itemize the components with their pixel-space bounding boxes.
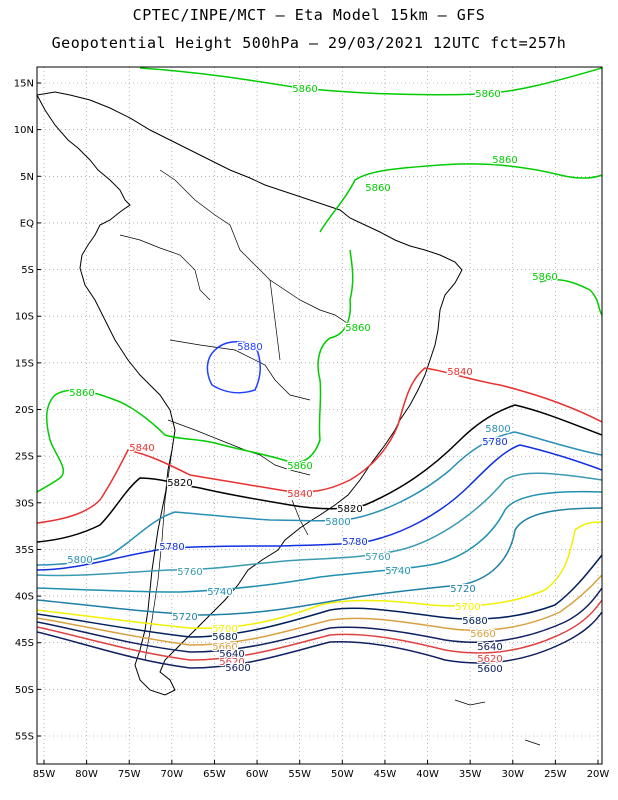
contour-label: 5800 xyxy=(67,555,92,566)
contour-label: 5860 xyxy=(475,89,500,100)
contour-5700 xyxy=(37,521,602,630)
contour-label: 5720 xyxy=(450,584,475,595)
contour-5820 xyxy=(37,404,602,543)
lat-label: 35S xyxy=(15,545,34,556)
contour-label: 5780 xyxy=(482,437,507,448)
lat-label: 5S xyxy=(21,265,34,276)
contour-label: 5680 xyxy=(462,616,487,627)
contour-label: 5840 xyxy=(447,367,472,378)
contour-5860 xyxy=(37,389,291,493)
lat-label: 5N xyxy=(20,172,34,183)
lon-label: 60W xyxy=(246,769,269,780)
contour-5680 xyxy=(37,554,602,638)
contour-label: 5780 xyxy=(159,542,184,553)
contour-5660 xyxy=(37,574,602,646)
lon-label: 25W xyxy=(544,769,567,780)
lon-label: 30W xyxy=(501,769,524,780)
contour-label: 5620 xyxy=(219,657,244,668)
contour-label: 5860 xyxy=(292,84,317,95)
contour-label: 5680 xyxy=(212,632,237,643)
chart-subtitle: Geopotential Height 500hPa – 29/03/2021 … xyxy=(51,34,567,52)
contour-5640 xyxy=(37,587,602,653)
contour-5620 xyxy=(37,599,602,661)
contour-lines xyxy=(37,67,602,669)
contour-label: 5760 xyxy=(365,552,390,563)
lon-label: 50W xyxy=(331,769,354,780)
map-frame xyxy=(36,66,603,765)
lat-label: 50S xyxy=(15,685,34,696)
contour-5860 xyxy=(319,163,602,233)
contour-label: 5860 xyxy=(532,272,557,283)
lon-label: 80W xyxy=(75,769,98,780)
lon-label: 65W xyxy=(203,769,226,780)
contour-5740 xyxy=(37,490,602,593)
contour-label: 5640 xyxy=(477,642,502,653)
contour-label: 5840 xyxy=(129,443,154,454)
lon-label: 35W xyxy=(459,769,482,780)
lat-label: 10S xyxy=(15,312,34,323)
contour-label: 5720 xyxy=(172,612,197,623)
contour-label: 5840 xyxy=(287,489,312,500)
lat-label: 15S xyxy=(15,358,34,369)
lat-label: 55S xyxy=(15,732,34,743)
contour-labels: 5860 5860 5860 5860 5860 5860 5860 5860 5880 5840… xyxy=(66,83,559,677)
contour-label: 5800 xyxy=(485,424,510,435)
contour-5600 xyxy=(37,611,602,669)
contour-label: 5700 xyxy=(212,624,237,635)
lon-label: 70W xyxy=(161,769,184,780)
lat-label: 45S xyxy=(15,638,34,649)
contour-label: 5660 xyxy=(212,642,237,653)
contour-5860 xyxy=(139,67,602,96)
contour-label: 5860 xyxy=(69,388,94,399)
lat-label: 25S xyxy=(15,452,34,463)
contour-label: 5800 xyxy=(325,517,350,528)
lon-label: 20W xyxy=(587,769,610,780)
contour-5720 xyxy=(37,507,602,616)
lat-label: EQ xyxy=(20,218,34,229)
contour-5860 xyxy=(289,249,354,464)
contour-5840 xyxy=(37,367,602,524)
contour-label: 5740 xyxy=(385,566,410,577)
contour-label: 5600 xyxy=(225,663,250,674)
contour-5780 xyxy=(37,444,602,571)
contour-label: 5820 xyxy=(167,478,192,489)
contour-label: 5700 xyxy=(455,602,480,613)
contour-label: 5860 xyxy=(345,323,370,334)
lat-label: 40S xyxy=(15,592,34,603)
lon-label: 40W xyxy=(416,769,439,780)
coastlines-and-borders xyxy=(37,91,541,746)
contour-label: 5880 xyxy=(237,342,262,353)
lat-label: 20S xyxy=(15,405,34,416)
axis-labels: 15N 10N 5N EQ 5S 10S 15S 20S 25S 30S 35S 40S 45S 50S 5… xyxy=(14,79,610,781)
contour-label: 5620 xyxy=(477,654,502,665)
contour-label: 5820 xyxy=(337,504,362,515)
lat-label: 15N xyxy=(14,79,34,90)
contour-5760 xyxy=(37,472,602,577)
lat-label: 10N xyxy=(14,125,34,136)
contour-label: 5600 xyxy=(477,664,502,675)
contour-label: 5860 xyxy=(287,461,312,472)
contour-label: 5760 xyxy=(177,567,202,578)
contour-label: 5860 xyxy=(492,155,517,166)
chart-title: CPTEC/INPE/MCT – Eta Model 15km – GFS xyxy=(132,6,486,24)
contour-label: 5740 xyxy=(207,587,232,598)
contour-label: 5780 xyxy=(342,537,367,548)
lon-label: 75W xyxy=(118,769,141,780)
lon-label: 55W xyxy=(288,769,311,780)
graticule xyxy=(37,67,602,764)
contour-5880 xyxy=(206,340,261,394)
contour-5800 xyxy=(37,431,602,566)
contour-label: 5640 xyxy=(219,649,244,660)
lon-label: 85W xyxy=(33,769,56,780)
lon-label: 45W xyxy=(374,769,397,780)
contour-label: 5660 xyxy=(470,629,495,640)
lat-label: 30S xyxy=(15,498,34,509)
contour-5860 xyxy=(539,278,602,316)
contour-label: 5860 xyxy=(365,183,390,194)
